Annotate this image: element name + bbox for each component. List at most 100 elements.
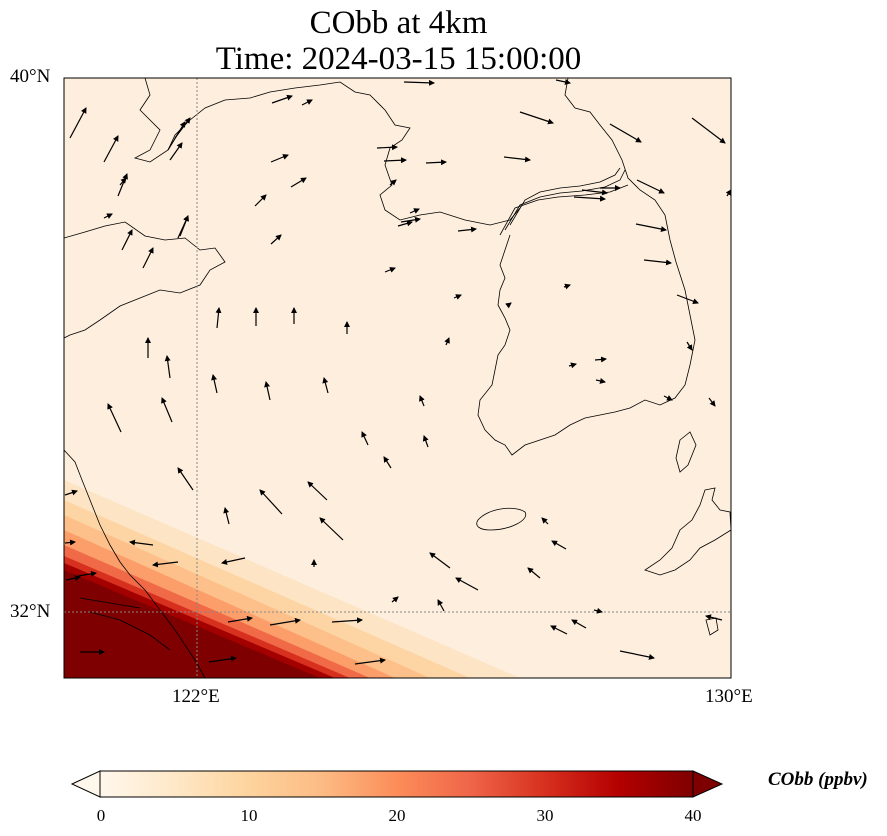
wind-arrow [152,561,179,568]
map-frame [63,77,732,679]
wind-arrow [269,617,301,626]
wind-arrow [164,355,171,379]
wind-arrow [725,189,731,197]
wind-arrow [301,99,313,106]
lon-label-130e: 130°E [705,686,753,707]
lon-label-122e: 122°E [172,686,220,707]
wind-arrow [331,617,363,624]
wind-arrow [519,111,554,125]
wind-arrow [527,567,541,579]
map-title-line1: CObb at 4km [309,5,488,41]
wind-arrow [174,117,191,139]
wind-arrow [169,142,183,161]
cobb-field [64,78,731,678]
wind-arrow [211,374,218,394]
wind-arrow [177,467,194,491]
wind-arrow [505,302,512,309]
wind-arrow [403,79,435,86]
wind-arrow [64,489,78,496]
wind-arrow [270,234,282,245]
colorbar-tick-0: 0 [96,806,106,825]
wind-arrow [400,216,421,223]
wind-arrow [595,377,606,384]
wind-arrow [290,177,307,188]
wind-arrow [227,615,253,623]
wind-arrow [437,599,445,612]
wind-arrow [573,195,606,202]
wind-arrow [64,539,76,546]
wind-arrow [142,247,154,269]
wind-arrow [103,135,119,163]
wind-arrow [259,489,283,515]
wind-arrow [594,356,607,363]
wind-arrow [270,154,289,163]
wind-arrow [129,539,154,546]
wind-arrow [264,381,271,401]
colorbar-tick-10: 10 [240,806,258,825]
wind-arrow [419,395,425,407]
wind-arrow [221,557,246,565]
wind-vectors [64,79,731,665]
wind-arrow [177,215,189,239]
colorbar [70,770,724,798]
wind-arrow [429,552,451,569]
wind-arrow [444,337,450,346]
wind-arrow [563,283,571,290]
colorbar-tick-30: 30 [536,806,554,825]
wind-arrow [581,189,608,196]
wind-arrow [223,507,230,525]
wind-arrow [708,397,716,407]
wind-arrow [121,229,133,251]
wind-arrow [676,294,699,305]
wind-arrow [636,179,665,194]
wind-arrow [389,179,397,186]
lat-label-40n: 40°N [10,66,51,87]
wind-arrow [354,657,386,665]
wind-arrow [103,213,113,219]
wind-arrow [69,107,87,139]
wind-arrow [271,94,293,104]
wind-arrow [119,177,127,186]
wind-arrow [208,655,237,663]
wind-arrow [422,435,429,448]
wind-arrow [215,307,222,329]
wind-arrow [397,220,413,227]
wind-arrow [619,650,655,660]
map-title-line2: Time: 2024-03-15 15:00:00 [215,41,582,77]
wind-arrow [457,226,477,233]
coastlines [64,78,731,678]
wind-arrow [77,570,97,577]
wind-arrow [571,619,587,629]
colorbar-tick-40: 40 [684,806,702,825]
wind-arrow [322,377,329,394]
colorbar-min-extend [70,770,101,798]
wind-arrow [663,395,673,401]
wind-arrow [686,341,693,351]
gridlines [64,78,731,678]
wind-arrow [384,267,396,273]
wind-arrow [643,259,672,266]
wind-arrow [609,123,642,143]
wind-arrow [593,607,603,614]
wind-arrow [705,614,723,621]
wind-arrow [635,223,667,232]
wind-arrow [361,431,369,446]
lat-label-32n: 32°N [10,601,51,622]
wind-arrow [383,456,392,469]
wind-arrow [254,194,267,207]
wind-arrow [503,156,531,163]
colorbar-gradient [99,770,694,798]
wind-arrow [319,517,344,541]
colorbar-tick-20: 20 [388,806,406,825]
wind-arrow [409,208,420,214]
wind-arrow [568,362,577,369]
wind-arrow [65,575,81,581]
wind-arrow [455,577,479,591]
wind-arrow [541,517,549,525]
wind-arrow [161,397,173,423]
wind-arrow [691,117,726,144]
wind-arrow [551,540,567,550]
wind-arrow [307,481,328,501]
wind-arrow [555,79,571,85]
wind-arrow [383,157,407,164]
